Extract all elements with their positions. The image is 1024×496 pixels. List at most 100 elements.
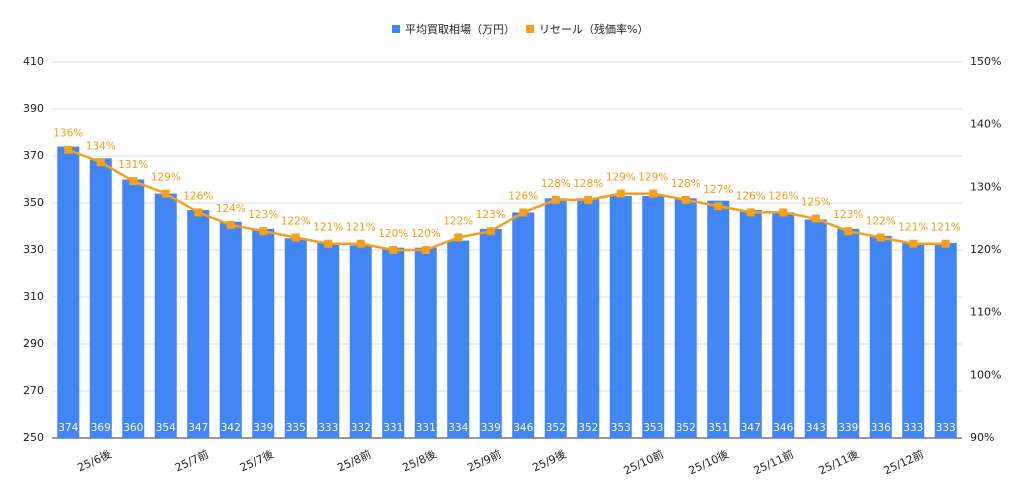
line-marker bbox=[454, 233, 463, 242]
bar-value-label: 333 bbox=[318, 422, 338, 434]
line-marker bbox=[519, 208, 528, 217]
line-marker bbox=[486, 227, 495, 236]
line-marker bbox=[584, 195, 593, 204]
bar bbox=[89, 158, 112, 438]
y2-tick-label: 150% bbox=[970, 55, 1001, 68]
bar bbox=[154, 193, 177, 438]
bar-value-label: 346 bbox=[513, 422, 533, 434]
bar-value-label: 334 bbox=[448, 422, 468, 434]
x-tick-label: 25/9後 bbox=[530, 447, 568, 475]
x-tick-label: 25/11前 bbox=[751, 447, 796, 478]
line-marker bbox=[161, 189, 170, 198]
y2-tick-label: 140% bbox=[970, 118, 1001, 131]
y-tick-label: 330 bbox=[23, 243, 44, 256]
bar bbox=[707, 200, 730, 438]
bar bbox=[642, 195, 665, 438]
line-value-label: 126% bbox=[768, 190, 798, 202]
line-marker bbox=[876, 233, 885, 242]
line-value-label: 123% bbox=[476, 209, 506, 221]
x-tick-label: 25/6後 bbox=[75, 447, 113, 475]
bar-value-label: 346 bbox=[773, 422, 793, 434]
bar bbox=[609, 195, 632, 438]
x-tick-label: 25/7前 bbox=[173, 447, 211, 475]
bar bbox=[544, 198, 567, 438]
bar bbox=[479, 228, 502, 438]
bar bbox=[414, 247, 437, 438]
line-marker bbox=[96, 158, 105, 167]
y-tick-label: 310 bbox=[23, 290, 44, 303]
y2-tick-label: 130% bbox=[970, 180, 1001, 193]
bar bbox=[382, 247, 405, 438]
bar-value-label: 360 bbox=[123, 422, 143, 434]
bar-value-label: 352 bbox=[546, 422, 566, 434]
line-marker bbox=[389, 246, 398, 254]
x-tick-label: 25/8前 bbox=[335, 447, 373, 475]
bar-value-label: 339 bbox=[838, 422, 858, 434]
line-marker bbox=[811, 214, 820, 223]
line-value-label: 122% bbox=[281, 215, 311, 227]
bar bbox=[837, 228, 860, 438]
line-value-label: 128% bbox=[671, 178, 701, 190]
line-value-label: 125% bbox=[801, 197, 831, 209]
y-tick-label: 270 bbox=[23, 384, 44, 397]
y-tick-label: 370 bbox=[23, 149, 44, 162]
bar bbox=[122, 179, 145, 438]
line-value-label: 127% bbox=[703, 184, 733, 196]
bar-value-label: 369 bbox=[91, 422, 111, 434]
line-marker bbox=[746, 208, 755, 217]
line-value-label: 120% bbox=[411, 228, 441, 240]
line-marker bbox=[714, 202, 723, 211]
bar bbox=[772, 212, 795, 438]
y-tick-label: 410 bbox=[23, 55, 44, 68]
bar-value-label: 335 bbox=[286, 422, 306, 434]
y2-tick-label: 100% bbox=[970, 368, 1001, 381]
bar bbox=[512, 212, 535, 438]
bar bbox=[317, 242, 340, 438]
line-marker bbox=[909, 239, 918, 248]
line-marker bbox=[681, 195, 690, 204]
line-marker bbox=[259, 227, 268, 236]
bar-value-label: 331 bbox=[383, 422, 403, 434]
bar-value-label: 333 bbox=[936, 422, 956, 434]
legend-label: 平均買取相場（万円） bbox=[405, 23, 515, 36]
bar bbox=[902, 242, 925, 438]
bar bbox=[869, 235, 892, 438]
line-value-label: 126% bbox=[183, 190, 213, 202]
line-value-label: 129% bbox=[606, 172, 636, 184]
line-value-label: 121% bbox=[313, 222, 343, 234]
line-value-label: 129% bbox=[151, 172, 181, 184]
bar bbox=[804, 219, 827, 438]
line-marker bbox=[551, 195, 560, 204]
line-marker bbox=[844, 227, 853, 236]
bar-value-label: 347 bbox=[741, 422, 761, 434]
bar-value-label: 352 bbox=[676, 422, 696, 434]
bar-value-label: 333 bbox=[903, 422, 923, 434]
bar-value-label: 336 bbox=[871, 422, 891, 434]
line-value-label: 129% bbox=[638, 172, 668, 184]
line-value-label: 123% bbox=[248, 209, 278, 221]
line-value-label: 122% bbox=[443, 215, 473, 227]
legend-label: リセール（残価率%） bbox=[539, 22, 648, 36]
line-marker bbox=[291, 233, 300, 242]
y2-tick-label: 120% bbox=[970, 243, 1001, 256]
line-marker bbox=[779, 208, 788, 217]
bar bbox=[739, 210, 762, 438]
bar-value-label: 352 bbox=[578, 422, 598, 434]
x-tick-label: 25/7後 bbox=[238, 447, 276, 475]
bar-value-label: 332 bbox=[351, 422, 371, 434]
bar bbox=[577, 198, 600, 438]
line-marker bbox=[129, 177, 138, 186]
bar-value-label: 339 bbox=[481, 422, 501, 434]
bar bbox=[252, 228, 275, 438]
bar-value-label: 354 bbox=[156, 422, 176, 434]
line-value-label: 121% bbox=[898, 222, 928, 234]
y-tick-label: 390 bbox=[23, 102, 44, 115]
line-marker bbox=[356, 239, 365, 248]
line-marker bbox=[941, 239, 950, 248]
line-value-label: 134% bbox=[86, 140, 116, 152]
bar-value-label: 339 bbox=[253, 422, 273, 434]
line-marker bbox=[649, 189, 658, 198]
line-value-label: 120% bbox=[378, 228, 408, 240]
y2-tick-label: 90% bbox=[970, 431, 994, 444]
